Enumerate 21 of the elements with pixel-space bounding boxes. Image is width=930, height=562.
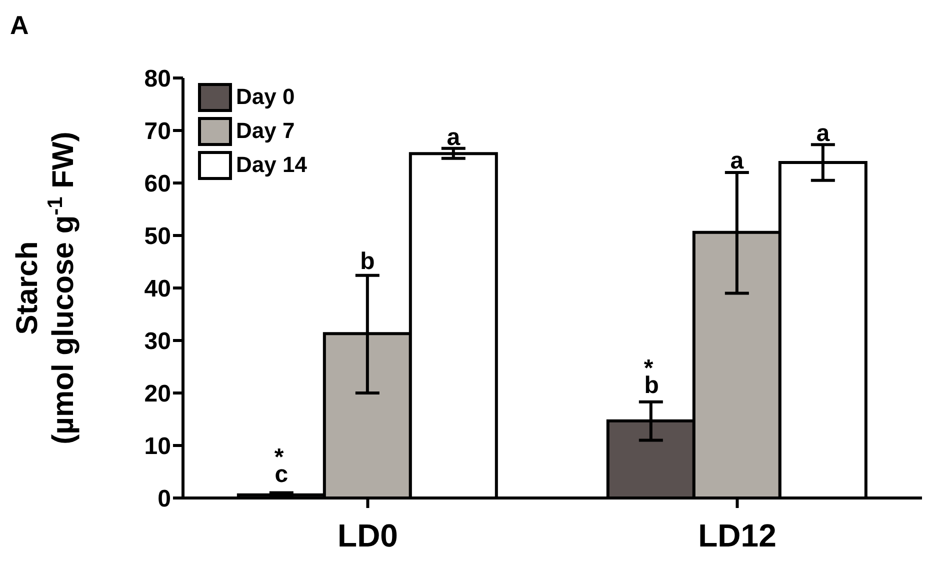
- data-label: *b: [644, 354, 659, 399]
- legend-label: Day 14: [236, 152, 307, 178]
- y-tick-label: 80: [144, 66, 171, 93]
- y-tick-label: 70: [144, 118, 171, 146]
- legend-label: Day 0: [236, 84, 295, 110]
- y-tick-label: 30: [144, 328, 171, 356]
- data-label: *c: [274, 444, 288, 488]
- y-tick-label: 50: [144, 223, 171, 250]
- y-tick-label: 20: [144, 380, 171, 408]
- text: A: [10, 10, 29, 41]
- data-label: b: [360, 248, 375, 276]
- y-tick-label: 0: [158, 486, 171, 513]
- y-tick-label: 60: [144, 170, 171, 198]
- y-tick-label: 10: [144, 433, 171, 460]
- data-label: a: [730, 147, 744, 174]
- x-tick-label: LD12: [698, 518, 776, 554]
- legend-label: Day 7: [236, 118, 295, 144]
- y-tick-label: 40: [144, 276, 171, 303]
- x-tick-label: LD0: [338, 518, 398, 554]
- data-label: a: [446, 124, 461, 151]
- data-label: a: [816, 120, 830, 148]
